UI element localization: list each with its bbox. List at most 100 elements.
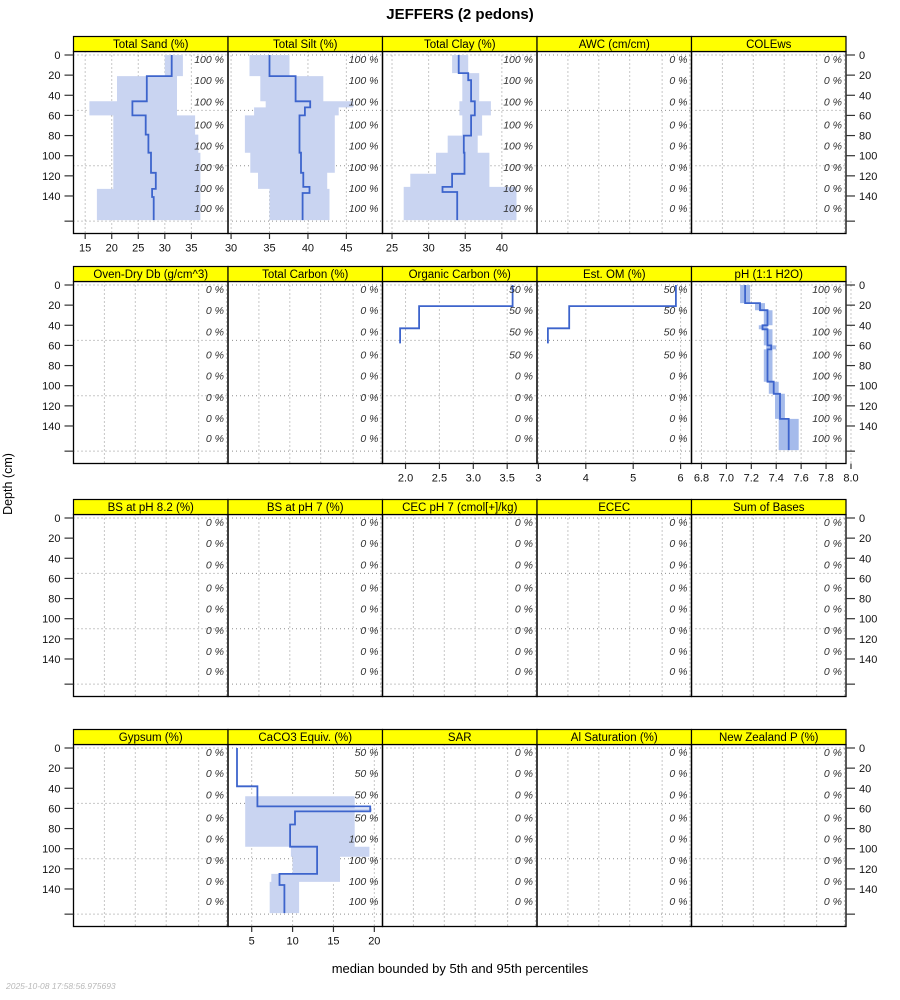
x-tick-label: 15 [79,243,91,255]
depth-label-left: 140 [42,421,60,433]
cf-label: 100 % [503,183,533,195]
cf-label: 50 % [355,747,379,759]
panel-border [536,743,693,928]
cf-label: 50 % [509,326,533,338]
x-tick-label: 30 [159,243,171,255]
depth-label-left: 40 [48,320,60,332]
cf-label: 0 % [515,604,533,616]
cf-label: 0 % [206,413,224,425]
depth-label-right: 20 [859,763,871,775]
strip-label: Al Saturation (%) [571,732,658,744]
x-tick-label: 5 [249,936,255,948]
strip-label: Total Clay (%) [424,39,496,51]
cf-label: 0 % [360,371,378,383]
depth-label-right: 80 [859,131,871,143]
cf-label: 0 % [515,834,533,846]
cf-label: 100 % [503,203,533,215]
cf-label: 100 % [194,119,224,131]
panel-border [72,743,229,928]
depth-label-left: 20 [48,533,60,545]
x-tick-label: 6.8 [694,473,709,485]
cf-label: 0 % [669,371,687,383]
strip-label: BS at pH 7 (%) [267,502,344,514]
cf-label: 100 % [812,392,842,404]
cf-label: 0 % [515,517,533,529]
cf-label: 100 % [349,876,379,888]
cf-label: 100 % [349,54,379,66]
cf-label: 0 % [824,162,842,174]
median-line [744,285,790,451]
depth-label-right: 100 [859,151,877,163]
strip-label: COLEws [746,39,792,51]
cf-label: 0 % [206,876,224,888]
cf-label: 0 % [206,747,224,759]
cf-label: 0 % [669,433,687,445]
depth-label-right: 140 [859,654,877,666]
panel-total-carbon: 0 % 0 % 0 % 0 % 0 % 0 % 0 % 0 % Total Carbon (%) [227,265,384,465]
percentile-band [740,285,799,451]
panel-caco3-equiv: 50 % 50 % 50 % 50 % 100 % 100 % 100 % 100 % CaCO… [227,728,384,948]
strip-label: Gypsum (%) [119,732,183,744]
cf-label: 0 % [669,625,687,637]
cf-label: 0 % [824,96,842,108]
median-line [131,55,173,221]
panel-sar: 0 % 0 % 0 % 0 % 0 % 0 % 0 % 0 % SAR [381,728,538,928]
x-tick-label: 40 [496,243,508,255]
depth-label-right: 80 [859,361,871,373]
depth-axis-label: Depth (cm) [1,453,15,515]
depth-axis-row-3: 0 0 20 20 40 40 60 60 80 80 100 100 120 120 140 140 [42,513,877,685]
panel-colews: 0 % 0 % 0 % 0 % 0 % 0 % 0 % 0 % COLEws [690,35,847,235]
cf-label: 50 % [355,789,379,801]
strip-label: BS at pH 8.2 (%) [108,502,194,514]
x-tick-label: 5 [630,473,636,485]
strip-label: Sum of Bases [733,502,805,514]
cf-label: 50 % [664,326,688,338]
depth-label-right: 140 [859,884,877,896]
depth-label-left: 100 [42,614,60,626]
cf-label: 0 % [824,812,842,824]
depth-label-left: 40 [48,90,60,102]
cf-label: 0 % [515,646,533,658]
strip-label: Oven-Dry Db (g/cm^3) [93,269,208,281]
depth-label-right: 0 [859,50,865,62]
depth-label-right: 120 [859,401,877,413]
cf-label: 0 % [824,604,842,616]
cf-label: 50 % [355,812,379,824]
depth-label-right: 120 [859,171,877,183]
cf-label: 0 % [360,305,378,317]
panel-border [536,50,693,235]
median-line [441,55,476,221]
depth-label-right: 80 [859,594,871,606]
panel-awc: 0 % 0 % 0 % 0 % 0 % 0 % 0 % 0 % AWC (cm/cm) [536,35,693,235]
cf-label: 100 % [349,183,379,195]
cf-label: 0 % [669,768,687,780]
cf-label: 100 % [194,54,224,66]
panel-border [227,280,384,465]
cf-label: 0 % [206,538,224,550]
cf-label: 0 % [515,371,533,383]
cf-label: 0 % [669,54,687,66]
cf-label: 100 % [349,834,379,846]
cf-label: 0 % [206,604,224,616]
timestamp: 2025-10-08 17:58:56.975693 [6,981,116,991]
cf-label: 100 % [194,141,224,153]
panel-al-saturation: 0 % 0 % 0 % 0 % 0 % 0 % 0 % 0 % Al Saturation (%… [536,728,693,928]
strip-label: Total Silt (%) [273,39,338,51]
x-tick-label: 7.0 [719,473,734,485]
panel-bs-at-ph-7: 0 % 0 % 0 % 0 % 0 % 0 % 0 % 0 % BS at pH 7 (%) [227,498,384,698]
cf-label: 0 % [824,834,842,846]
depth-label-left: 140 [42,191,60,203]
cf-label: 100 % [503,54,533,66]
cf-label: 0 % [515,896,533,908]
depth-label-right: 20 [859,533,871,545]
depth-label-right: 100 [859,381,877,393]
panel-border [690,743,847,928]
x-tick-label: 45 [340,243,352,255]
cf-label: 0 % [515,876,533,888]
depth-label-right: 100 [859,844,877,856]
cf-label: 0 % [824,646,842,658]
depth-label-right: 140 [859,191,877,203]
panel-ecec: 0 % 0 % 0 % 0 % 0 % 0 % 0 % 0 % ECEC [536,498,693,698]
cf-label: 0 % [669,538,687,550]
